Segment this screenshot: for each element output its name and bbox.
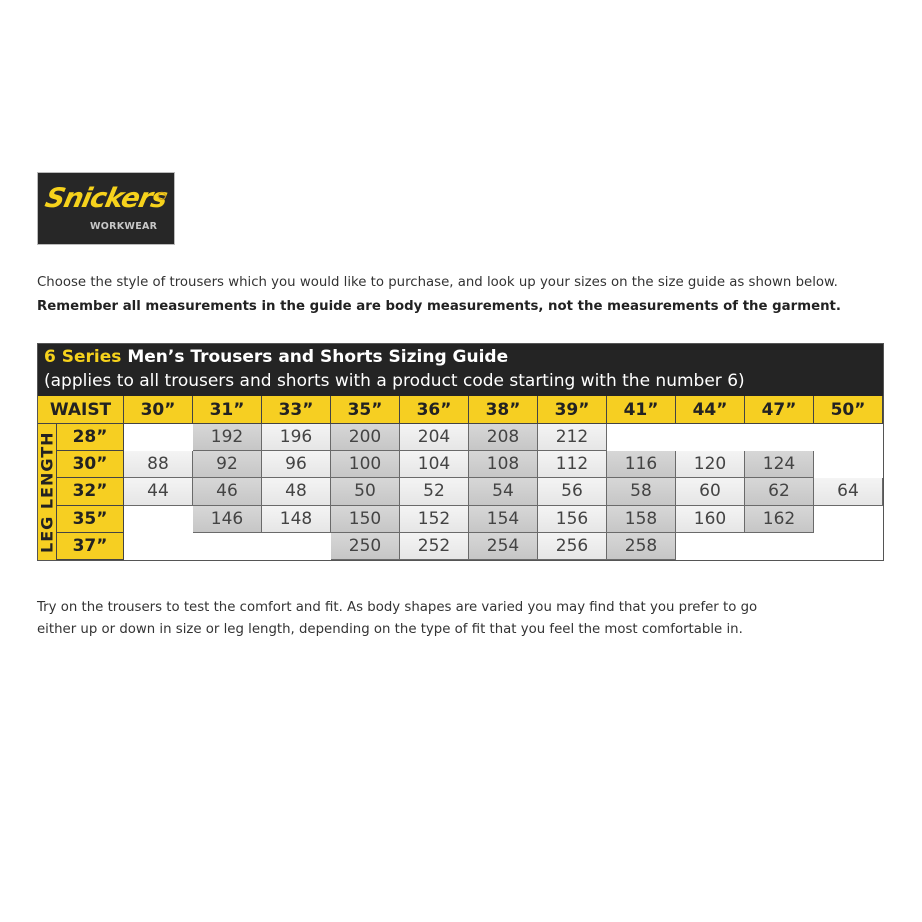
size-cell: 204: [400, 424, 469, 452]
size-cell: 56: [538, 478, 607, 506]
leg-length-label: LEG LENGTH: [38, 424, 57, 560]
size-cell: 152: [400, 505, 469, 533]
size-cell: 112: [538, 451, 607, 479]
logo-brand: Snickers: [42, 183, 170, 214]
empty-size-cell: [124, 424, 193, 452]
leg-length-row-header: 28”: [57, 424, 124, 452]
registered-mark-icon: [158, 192, 166, 200]
table-title-rest: Men’s Trousers and Shorts Sizing Guide: [127, 347, 509, 367]
size-cell: 196: [262, 424, 331, 452]
size-cell: 258: [607, 532, 676, 560]
size-cell: 50: [331, 478, 400, 506]
size-cell: 92: [193, 451, 262, 479]
size-cell: 64: [814, 478, 883, 506]
size-cell: 150: [331, 505, 400, 533]
size-cell: 116: [607, 451, 676, 479]
leg-length-row-header: 32”: [57, 478, 124, 506]
size-cell: 146: [193, 505, 262, 533]
size-cell: 192: [193, 424, 262, 452]
size-guide-table: 6 Series Men’s Trousers and Shorts Sizin…: [37, 343, 884, 561]
size-cell: 100: [331, 451, 400, 479]
size-cell: 120: [676, 451, 745, 479]
empty-size-cell: [124, 505, 193, 533]
waist-column-header: 30”: [124, 396, 193, 424]
size-cell: 254: [469, 532, 538, 560]
waist-column-header: 44”: [676, 396, 745, 424]
empty-size-cell: [262, 532, 331, 560]
leg-length-row-header: 30”: [57, 451, 124, 479]
waist-column-header: 50”: [814, 396, 883, 424]
size-cell: 154: [469, 505, 538, 533]
table-subtitle: (applies to all trousers and shorts with…: [44, 371, 745, 391]
empty-size-cell: [814, 424, 883, 452]
waist-column-header: 47”: [745, 396, 814, 424]
size-cell: 58: [607, 478, 676, 506]
empty-size-cell: [814, 505, 883, 533]
fit-advice-line-2: either up or down in size or leg length,…: [37, 622, 743, 637]
leg-length-row-header: 35”: [57, 505, 124, 533]
empty-size-cell: [745, 424, 814, 452]
size-cell: 162: [745, 505, 814, 533]
fit-advice-line-1: Try on the trousers to test the comfort …: [37, 600, 758, 615]
size-cell: 208: [469, 424, 538, 452]
size-cell: 48: [262, 478, 331, 506]
leg-length-row-header: 37”: [57, 532, 124, 560]
size-cell: 96: [262, 451, 331, 479]
size-cell: 256: [538, 532, 607, 560]
empty-size-cell: [676, 532, 745, 560]
size-cell: 62: [745, 478, 814, 506]
table-header: 6 Series Men’s Trousers and Shorts Sizin…: [38, 344, 883, 396]
empty-size-cell: [814, 532, 883, 560]
size-cell: 124: [745, 451, 814, 479]
size-cell: 158: [607, 505, 676, 533]
size-cell: 200: [331, 424, 400, 452]
size-cell: 212: [538, 424, 607, 452]
waist-column-header: 33”: [262, 396, 331, 424]
size-cell: 54: [469, 478, 538, 506]
waist-header: WAIST: [38, 396, 124, 424]
size-cell: 46: [193, 478, 262, 506]
waist-column-header: 38”: [469, 396, 538, 424]
logo-subtitle: WORKWEAR: [90, 221, 158, 232]
size-cell: 52: [400, 478, 469, 506]
intro-text: Choose the style of trousers which you w…: [37, 275, 838, 290]
empty-size-cell: [607, 424, 676, 452]
size-grid: WAIST LEG LENGTH 30” 31” 33” 35” 36” 38” 39” 41…: [38, 396, 883, 560]
waist-column-header: 41”: [607, 396, 676, 424]
measurement-note: Remember all measurements in the guide a…: [37, 299, 841, 314]
size-cell: 160: [676, 505, 745, 533]
size-cell: 252: [400, 532, 469, 560]
size-cell: 250: [331, 532, 400, 560]
size-cell: 148: [262, 505, 331, 533]
snickers-workwear-logo: Snickers WORKWEAR: [37, 172, 175, 245]
waist-column-header: 35”: [331, 396, 400, 424]
size-cell: 156: [538, 505, 607, 533]
size-cell: 104: [400, 451, 469, 479]
waist-column-header: 39”: [538, 396, 607, 424]
size-cell: 44: [124, 478, 193, 506]
waist-column-header: 31”: [193, 396, 262, 424]
empty-size-cell: [814, 451, 883, 479]
fit-advice: Try on the trousers to test the comfort …: [37, 597, 757, 641]
waist-column-header: 36”: [400, 396, 469, 424]
empty-size-cell: [124, 532, 193, 560]
size-cell: 60: [676, 478, 745, 506]
table-title-series: 6 Series: [44, 347, 122, 367]
table-title: 6 Series Men’s Trousers and Shorts Sizin…: [44, 345, 883, 370]
empty-size-cell: [676, 424, 745, 452]
size-cell: 108: [469, 451, 538, 479]
empty-size-cell: [193, 532, 262, 560]
size-cell: 88: [124, 451, 193, 479]
empty-size-cell: [745, 532, 814, 560]
